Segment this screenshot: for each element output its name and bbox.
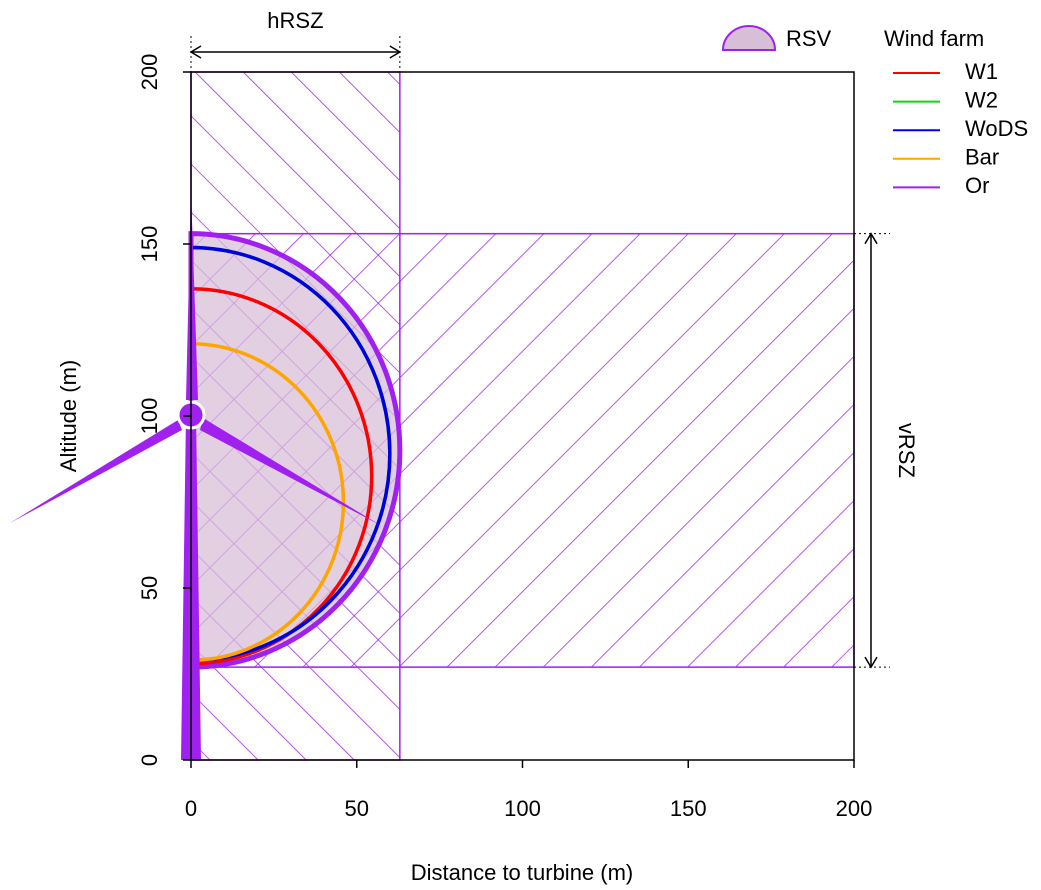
blade (10, 420, 182, 523)
vrsz-label: vRSZ (894, 423, 919, 478)
wind-farm-arc (190, 245, 392, 662)
legend-label: Or (965, 173, 989, 198)
blade (200, 418, 380, 525)
blade (186, 190, 198, 400)
legend-title: Wind farm (884, 26, 984, 51)
y-tick-label: 0 (137, 754, 162, 766)
wind-farm-arc (190, 342, 346, 662)
legend-label: Bar (965, 145, 999, 170)
hrsz-label: hRSZ (267, 8, 323, 33)
x-tick-label: 150 (670, 796, 707, 821)
annotations: W1 W2 WoDS Bar Or RSV hRSZ vRSZ (189, 8, 1028, 669)
zones (188, 71, 855, 761)
x-tick-label: 50 (345, 796, 369, 821)
legend-label: W2 (965, 87, 998, 112)
arcs (190, 231, 402, 669)
y-tick-label: 200 (137, 54, 162, 91)
x-tick-label: 0 (185, 796, 197, 821)
wind-farm-arc (190, 231, 402, 669)
legend-label: RSV (786, 26, 832, 51)
legend-label: W1 (965, 59, 998, 84)
y-tick-label: 50 (137, 576, 162, 600)
y-tick-label: 100 (137, 398, 162, 435)
x-tick-label: 100 (504, 796, 541, 821)
legend-label: WoDS (965, 116, 1028, 141)
legend-swatch (721, 25, 777, 51)
y-axis-title: Altitude (m) (56, 360, 81, 472)
x-axis-title: Distance to turbine (m) (411, 860, 634, 885)
y-tick-label: 150 (137, 226, 162, 263)
x-tick-label: 200 (836, 796, 873, 821)
